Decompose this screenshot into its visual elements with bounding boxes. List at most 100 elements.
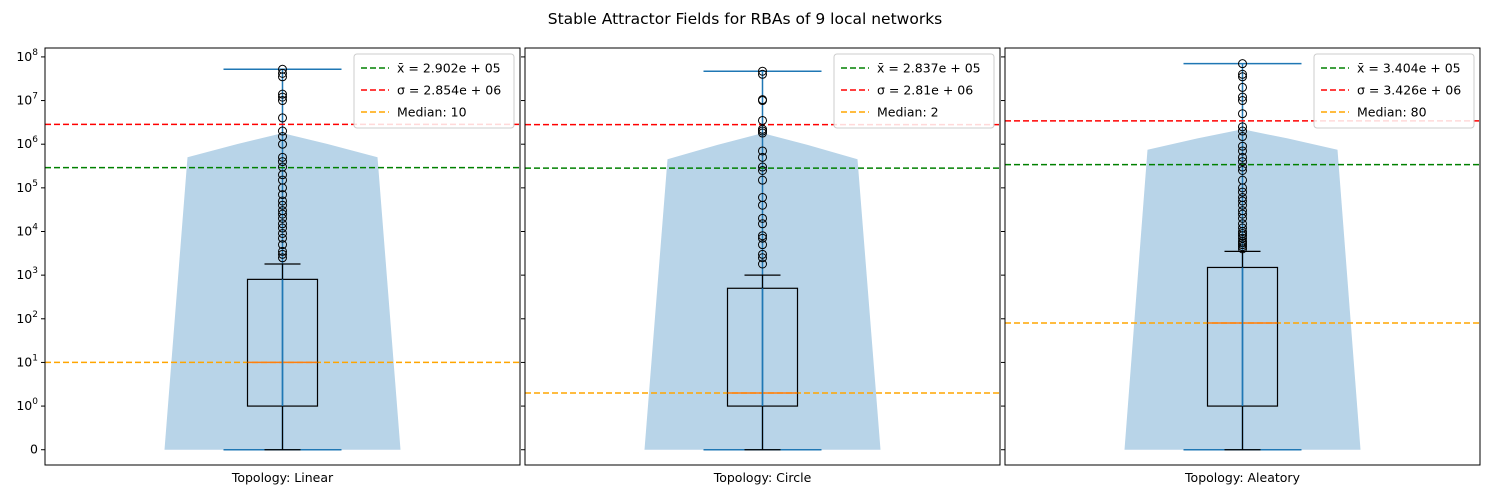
outlier-point [1238,122,1247,132]
outlier-point [278,113,287,123]
outlier-point [1238,157,1247,167]
outlier-point [278,175,287,185]
outlier-point [278,132,287,142]
legend-box [1313,53,1475,129]
plot-area [525,66,1000,451]
outlier-point [758,152,767,162]
outlier-point [278,157,287,167]
legend-box [353,53,515,129]
outlier-point [758,95,767,105]
outlier-point [1238,82,1247,92]
y-tick-label: 104 [16,222,38,238]
outlier-point [278,253,287,263]
outlier-point [758,231,767,241]
y-tick-base: 10 [16,180,32,195]
outlier-point [1238,72,1247,82]
y-tick-exp: 8 [32,48,38,58]
outlier-point [1238,196,1247,206]
y-tick-label: 0 [30,442,38,457]
outlier-point [1238,141,1247,151]
y-tick-base: 10 [16,311,32,326]
outlier-point [1238,233,1247,243]
outlier-point [758,233,767,243]
outlier-point [758,146,767,156]
plot-area [1005,59,1480,451]
outlier-point [1238,109,1247,119]
outlier-point [278,240,287,250]
outlier-point [1238,187,1247,197]
outlier-point [278,89,287,99]
outlier-point [278,64,287,74]
outlier-point [758,193,767,203]
outlier-point [1238,165,1247,175]
outlier-point [1238,175,1247,185]
outlier-point [1238,223,1247,233]
panel-3: Topology: Aleatory x̄ = 3.404e + 05 σ = 3.… [1001,47,1481,485]
axes-frame [524,47,1001,466]
plot-area [45,64,520,451]
outlier-point [278,246,287,256]
outlier-point [1238,146,1247,156]
y-tick-label: 101 [16,353,38,369]
outlier-point [1238,206,1247,216]
outlier-point [758,240,767,250]
y-tick-label: 100 [16,397,38,413]
outlier-point [278,162,287,172]
outlier-point [278,228,287,238]
legend-box [833,53,995,129]
outlier-point [758,66,767,76]
outlier-point [758,253,767,263]
x-axis-label: Topology: Aleatory [1184,470,1301,485]
figure-title: Stable Attractor Fields for RBAs of 9 lo… [548,10,943,28]
legend-label-sigma: σ = 2.854e + 06 [397,83,501,98]
outlier-point [278,96,287,106]
y-tick-label: 108 [16,48,38,64]
legend-label-median: Median: 2 [877,105,939,120]
y-tick-exp: 5 [32,179,38,189]
outlier-point [278,196,287,206]
y-tick-exp: 6 [32,135,38,145]
y-tick-base: 10 [16,49,32,64]
panel-2: Topology: Circle x̄ = 2.837e + 05 σ = 2.81… [521,47,1001,485]
axes-frame [44,47,521,466]
outlier-point [1238,59,1247,69]
outlier-point [758,219,767,229]
outlier-point [758,124,767,134]
outlier-point [758,165,767,175]
y-tick-exp: 7 [32,92,38,102]
outlier-point [1238,92,1247,102]
y-tick-exp: 1 [32,353,38,363]
legend-label-mean: x̄ = 3.404e + 05 [1357,61,1461,76]
outlier-point [278,249,287,259]
outlier-point [1238,96,1247,106]
y-tick-label: 103 [16,266,38,282]
x-axis-label: Topology: Linear [231,470,334,485]
outlier-point [278,152,287,162]
y-tick-exp: 0 [32,397,38,407]
outlier-point [758,69,767,79]
y-tick-base: 10 [16,93,32,108]
y-tick-exp: 3 [32,266,38,276]
outlier-point [1238,219,1247,229]
y-tick-base: 10 [16,354,32,369]
y-tick-label: 106 [16,135,38,151]
outlier-point [278,209,287,219]
outlier-point [1238,132,1247,142]
outlier-point [278,219,287,229]
legend-label-mean: x̄ = 2.902e + 05 [397,61,501,76]
outlier-point [278,92,287,102]
legend-label-median: Median: 10 [397,105,467,120]
outlier-point [278,200,287,210]
legend-label-sigma: σ = 3.426e + 06 [1357,83,1461,98]
outlier-point [278,223,287,233]
y-tick-label: 105 [16,179,38,195]
outlier-point [278,206,287,216]
outlier-point [1238,126,1247,136]
outlier-point [758,175,767,185]
y-tick-base: 10 [16,267,32,282]
outlier-point [758,213,767,223]
y-tick-base: 10 [16,398,32,413]
